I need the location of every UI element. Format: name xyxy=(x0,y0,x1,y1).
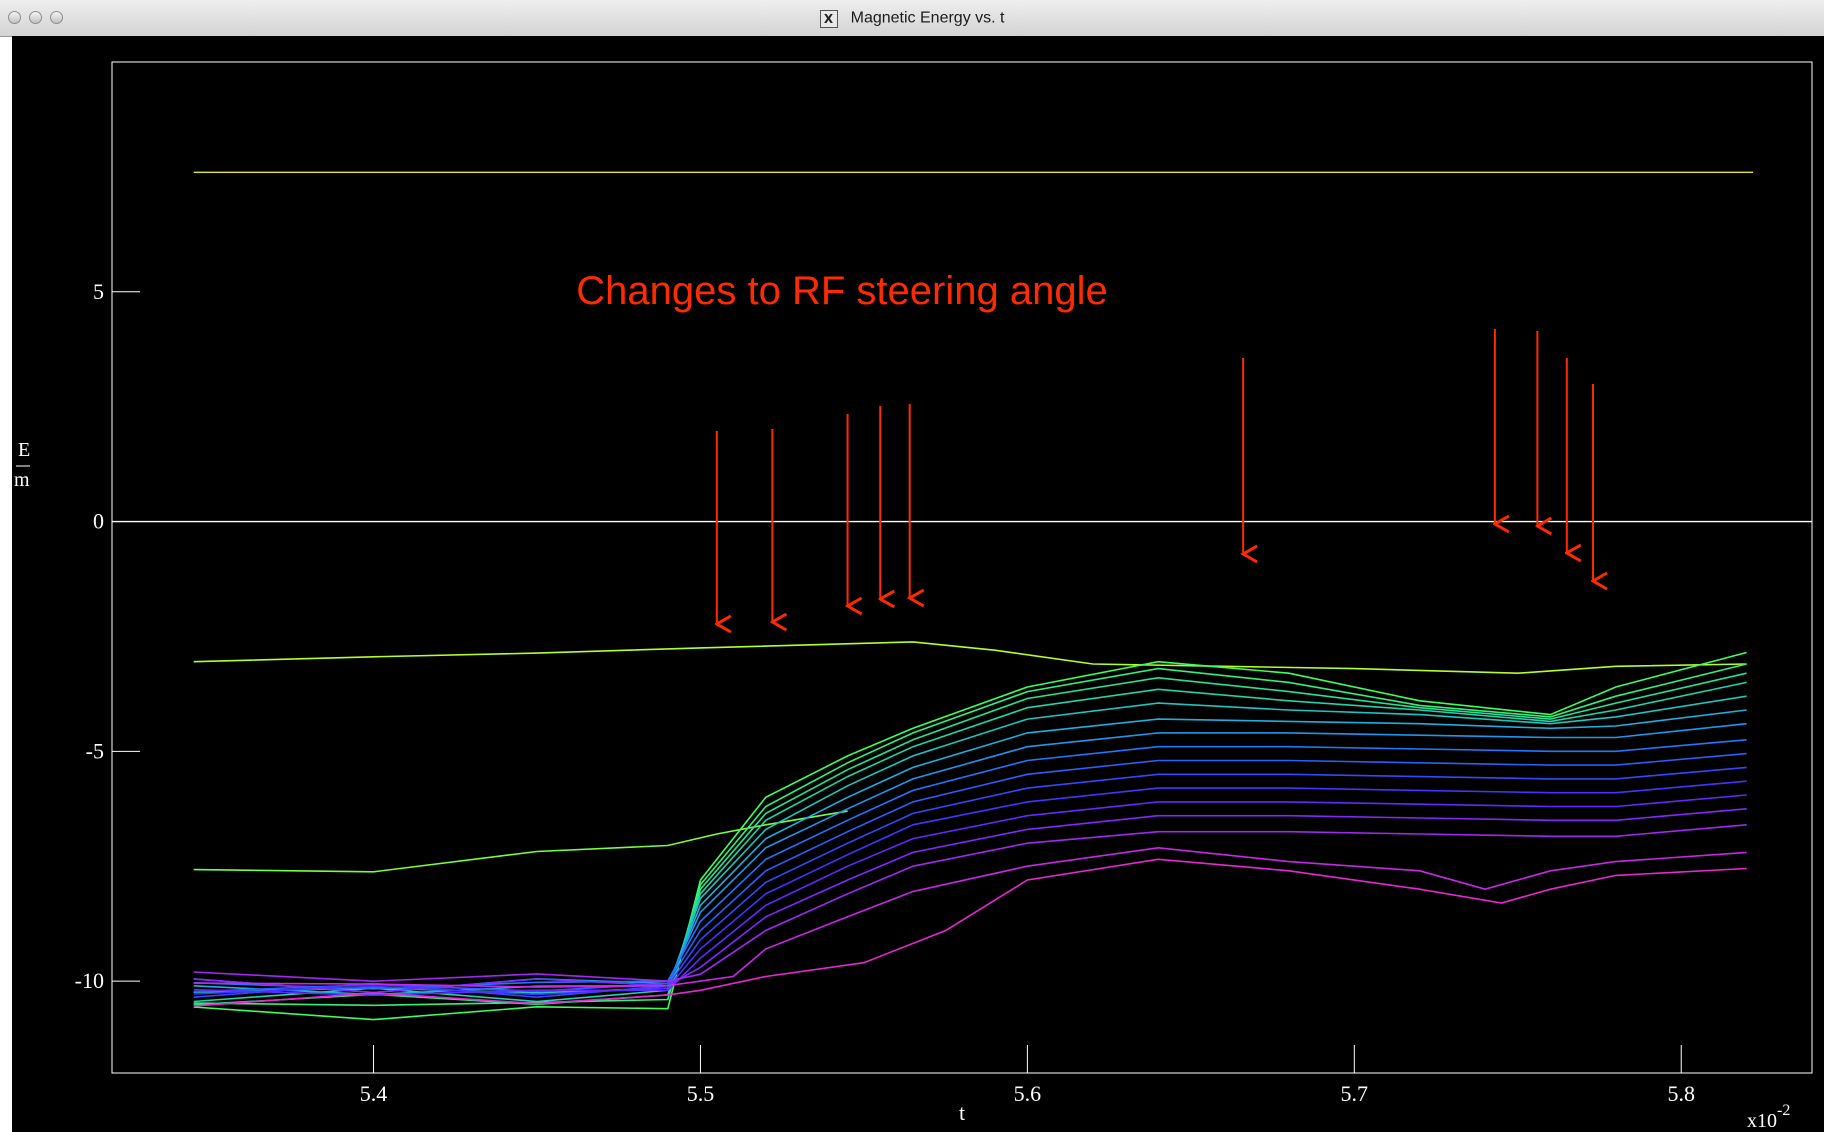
series-line xyxy=(193,794,1747,997)
series-line xyxy=(193,858,1747,1007)
series-line xyxy=(193,672,1747,1006)
plot-canvas: -10 -5 0 5 5.4 5.5 5.6 5.7 5.8 t E m x10-2 Chang… xyxy=(12,36,1824,1132)
y-tick-label: -5 xyxy=(86,738,104,763)
y-axis-label-denominator: m xyxy=(14,469,30,491)
series-line xyxy=(193,810,848,873)
series-line xyxy=(193,641,1747,675)
axes-layer: -10 -5 0 5 5.4 5.5 5.6 5.7 5.8 xyxy=(75,171,1812,1106)
series-line xyxy=(193,695,1747,994)
series-line xyxy=(193,739,1747,990)
window-titlebar[interactable]: X Magnetic Energy vs. t xyxy=(0,0,1824,37)
series-line xyxy=(193,681,1747,1003)
series-line xyxy=(193,824,1747,983)
x-tick-label: 5.8 xyxy=(1667,1081,1695,1106)
series-line xyxy=(193,651,1747,1021)
x-tick-label: 5.7 xyxy=(1341,1081,1369,1106)
x-axis-multiplier: x10-2 xyxy=(1747,1102,1790,1132)
plot-frame xyxy=(111,61,1813,1074)
series-line xyxy=(193,752,1747,993)
x-axis-label: t xyxy=(959,1100,965,1125)
minimize-button[interactable] xyxy=(29,11,42,24)
x11-icon: X xyxy=(819,9,838,28)
close-button[interactable] xyxy=(8,11,21,24)
window-title-area: X Magnetic Energy vs. t xyxy=(0,0,1824,36)
y-tick-label: -10 xyxy=(75,968,104,993)
annotation-layer: Changes to RF steering angle xyxy=(576,269,1593,624)
zoom-button[interactable] xyxy=(50,11,63,24)
y-axis-label-numerator: E xyxy=(18,439,30,461)
y-tick-label: 5 xyxy=(93,279,104,304)
series-line xyxy=(193,780,1747,996)
series-line xyxy=(193,808,1747,994)
series-line xyxy=(193,709,1747,996)
x-tick-label: 5.6 xyxy=(1014,1081,1042,1106)
annotation-text: Changes to RF steering angle xyxy=(576,269,1107,313)
window-title: Magnetic Energy vs. t xyxy=(850,9,1005,27)
series-layer xyxy=(193,641,1747,1021)
series-line xyxy=(193,766,1747,999)
series-line xyxy=(193,722,1747,994)
x-tick-label: 5.4 xyxy=(360,1081,388,1106)
series-line xyxy=(193,846,1747,988)
x-tick-label: 5.5 xyxy=(687,1081,715,1106)
energy-chart: -10 -5 0 5 5.4 5.5 5.6 5.7 5.8 t E m x10-2 Chang… xyxy=(14,61,1813,1132)
y-tick-label: 0 xyxy=(93,509,104,534)
